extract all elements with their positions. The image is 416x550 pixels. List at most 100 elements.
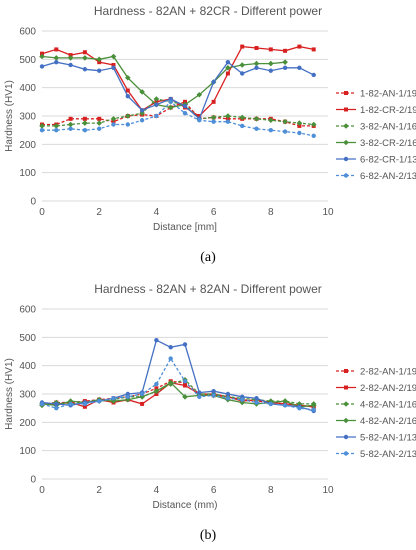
- chart-a-series-3-point: [53, 123, 60, 129]
- chart-a-series-4-point: [253, 60, 260, 67]
- chart-b-series-6-point: [97, 398, 102, 404]
- chart-b-gridlines: [42, 308, 328, 480]
- chart-b-series-6-point: [39, 401, 45, 407]
- chart-a-series-3-point: [253, 116, 260, 122]
- chart-b-series-5-line: [41, 339, 314, 412]
- chart-a-series-2-point: [40, 51, 44, 56]
- chart-a-series-4-point: [139, 89, 145, 95]
- chart-a-series-2-point: [297, 44, 302, 49]
- chart-b-series-5-point: [154, 337, 159, 343]
- chart-a-series-3-point: [82, 120, 88, 126]
- chart-b-series-6-point: [282, 403, 288, 408]
- chart-a-series-1-point: [111, 119, 116, 124]
- chart-a-gridlines: [42, 30, 328, 202]
- chart-a-ytick-label: 600: [19, 27, 36, 38]
- chart-b-legend-swatch-marker: [343, 401, 349, 407]
- chart-b-legend: 2-82-AN-1/1950 2-82-AN-2/1950 4-82-AN-1/16…: [336, 367, 416, 460]
- chart-a-series-5-point: [111, 65, 116, 71]
- chart-a-xtick-label: 2: [96, 207, 102, 218]
- chart-a-x-axis-label: Distance [mm]: [153, 222, 217, 233]
- chart-a-ytick-label: 0: [30, 197, 36, 208]
- chart-a-series-3-point: [239, 114, 245, 121]
- caption-b: (b): [199, 528, 217, 543]
- chart-b-series-2-line: [42, 382, 314, 408]
- chart-a-legend-swatch-marker: [343, 156, 349, 162]
- chart-a-series-4-point: [53, 55, 60, 61]
- chart-a-xtick-label: 0: [39, 207, 45, 218]
- chart-b-series-2-point: [82, 404, 87, 409]
- chart-b-xtick-label: 4: [154, 485, 160, 496]
- chart-a-series-6-point: [311, 133, 316, 139]
- chart-b-series-2-point: [183, 383, 187, 388]
- chart-a-legend-label: 6-82-AN-2/1350: [360, 171, 416, 182]
- chart-b-series-6-point: [197, 394, 202, 400]
- chart-a-series-6-point: [111, 122, 116, 127]
- chart-a-series-3-point: [110, 116, 117, 122]
- chart-a-legend-label: 3-82-CR-2/1650: [360, 138, 416, 149]
- chart-b-series-5-point: [225, 391, 231, 397]
- chart-b-series-6-point: [154, 381, 159, 387]
- chart-b-xtick-label: 0: [39, 485, 45, 496]
- chart-b-series-2-point: [140, 401, 145, 406]
- chart-a-series-3-point: [310, 121, 317, 128]
- chart-b-series-4-point: [167, 379, 174, 386]
- chart-a-series-5-point: [54, 59, 59, 65]
- chart-b-svg: Hardness - 82AN + 82AN - Different power…: [4, 282, 416, 511]
- chart-a-series-3-point: [296, 120, 303, 126]
- chart-a-xtick-label: 4: [154, 207, 160, 218]
- chart-b-series-6-line: [41, 357, 314, 411]
- chart-b-series-6-point: [139, 391, 145, 397]
- chart-b-series-1-point: [154, 386, 159, 391]
- chart-a-series-4-point: [125, 74, 131, 81]
- chart-b-ytick-label: 300: [19, 390, 36, 401]
- chart-a-legend-label: 6-82-CR-1/1350: [360, 155, 416, 166]
- chart-a-series-1-point: [225, 116, 230, 121]
- chart-a-series-6-point: [82, 127, 88, 133]
- chart-a-series-1-point: [297, 123, 302, 128]
- chart-a-series-6-point: [154, 113, 159, 119]
- chart-b-series-6-point: [268, 401, 273, 407]
- chart-a-series-4-point: [96, 56, 102, 63]
- chart-b-legend-label: 4-82-AN-2/1650: [360, 416, 416, 427]
- chart-a-series-5-point: [82, 67, 88, 72]
- chart-a-series-4-point: [39, 53, 45, 60]
- chart-a-series-3-point: [39, 123, 45, 129]
- chart-b-legend-label: 2-82-AN-1/1950: [360, 367, 416, 378]
- chart-a-series-3-point: [67, 121, 74, 128]
- chart-a-series-6-point: [254, 126, 259, 131]
- chart-a-series-5-point: [311, 72, 316, 78]
- chart-a-series-6-line: [42, 100, 314, 137]
- chart-panel-b: Hardness - 82AN + 82AN - Different power…: [0, 278, 416, 528]
- chart-b-ytick-label: 400: [19, 361, 36, 372]
- chart-a-series-6-point: [68, 126, 73, 131]
- chart-a-series-6-point: [168, 99, 173, 105]
- chart-a-series-5-point: [254, 65, 259, 71]
- chart-a-ytick-label: 500: [19, 55, 36, 66]
- chart-a-series-3-point: [125, 113, 131, 119]
- chart-a-series-5-point: [182, 103, 188, 109]
- chart-a-series-6-point: [225, 119, 231, 124]
- chart-a-legend: 1-82-AN-1/1950* 1-82-CR-2/1950 3-82-AN-1/1…: [336, 89, 416, 182]
- chart-b-ytick-label: 500: [19, 333, 36, 344]
- chart-a-series-2-point: [97, 60, 102, 65]
- chart-a-legend-label: 1-82-CR-2/1950: [360, 105, 416, 116]
- chart-a-title: Hardness - 82AN + 82CR - Different power: [94, 4, 322, 18]
- chart-b-series-4-point: [310, 402, 317, 409]
- chart-a-series-3-point: [153, 96, 160, 102]
- chart-b-y-axis-label: Hardness (HV1): [4, 358, 15, 430]
- chart-b-legend-label: 5-82-AN-1/1350: [360, 433, 416, 444]
- chart-a-series-5: [39, 59, 316, 122]
- chart-a-series-3-point: [96, 120, 102, 126]
- chart-a-series-6-point: [125, 122, 130, 127]
- chart-a-series-4-point: [239, 62, 245, 68]
- chart-b-legend-swatch-marker: [343, 434, 349, 440]
- chart-a-series-5-point: [39, 64, 45, 69]
- chart-a-series-5-point: [154, 102, 159, 107]
- chart-a-series-5-point: [125, 93, 130, 99]
- chart-a-series-5-line: [41, 61, 314, 120]
- chart-b-series-6-point: [168, 356, 173, 361]
- chart-a-series-5-point: [240, 71, 245, 76]
- chart-a-series-5-point: [68, 62, 73, 68]
- chart-a-series-4-point: [225, 65, 231, 71]
- chart-a-series-2-point: [240, 44, 245, 49]
